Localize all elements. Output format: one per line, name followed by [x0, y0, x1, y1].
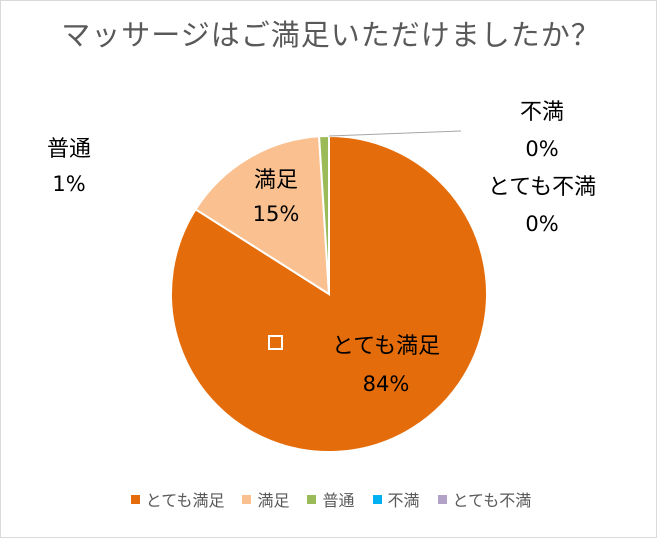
legend-item-3: 普通	[307, 487, 355, 511]
data-label-value-5: 0%	[525, 212, 558, 236]
legend-swatch	[130, 494, 140, 504]
legend-item-1: とても満足	[130, 487, 225, 511]
data-label-category-3: 普通	[47, 137, 91, 162]
legend-label: とても満足	[145, 491, 225, 510]
chart-title: マッサージはご満足いただけましたか？	[61, 18, 601, 52]
pie-slice-2	[194, 135, 331, 296]
legend-swatch	[437, 494, 447, 504]
data-label-category-5: とても不満	[488, 175, 596, 200]
legend-item-2: 満足	[242, 487, 289, 511]
data-label-category-2: 満足	[254, 168, 298, 193]
data-label-value-2: 15%	[253, 202, 300, 226]
legend-item-4: 不満	[372, 487, 420, 511]
legend-item-5: とても不満	[437, 487, 532, 511]
chart-legend: とても満足 満足 普通 不満 とても不満	[71, 487, 591, 511]
legend-label: 普通	[322, 491, 355, 510]
data-label-value-3: 1%	[52, 172, 85, 196]
data-label-category-1: とても満足	[332, 334, 440, 359]
legend-label: とても不満	[452, 491, 532, 510]
legend-swatch	[372, 494, 382, 504]
selection-handle	[268, 335, 283, 350]
legend-swatch	[242, 494, 252, 504]
legend-label: 満足	[257, 491, 290, 510]
legend-label: 不満	[387, 491, 420, 510]
leader-line-4	[328, 130, 462, 137]
legend-swatch	[307, 494, 317, 504]
data-label-value-1: 84%	[363, 372, 410, 396]
data-label-value-4: 0%	[525, 137, 558, 161]
data-label-category-4: 不満	[520, 100, 564, 125]
